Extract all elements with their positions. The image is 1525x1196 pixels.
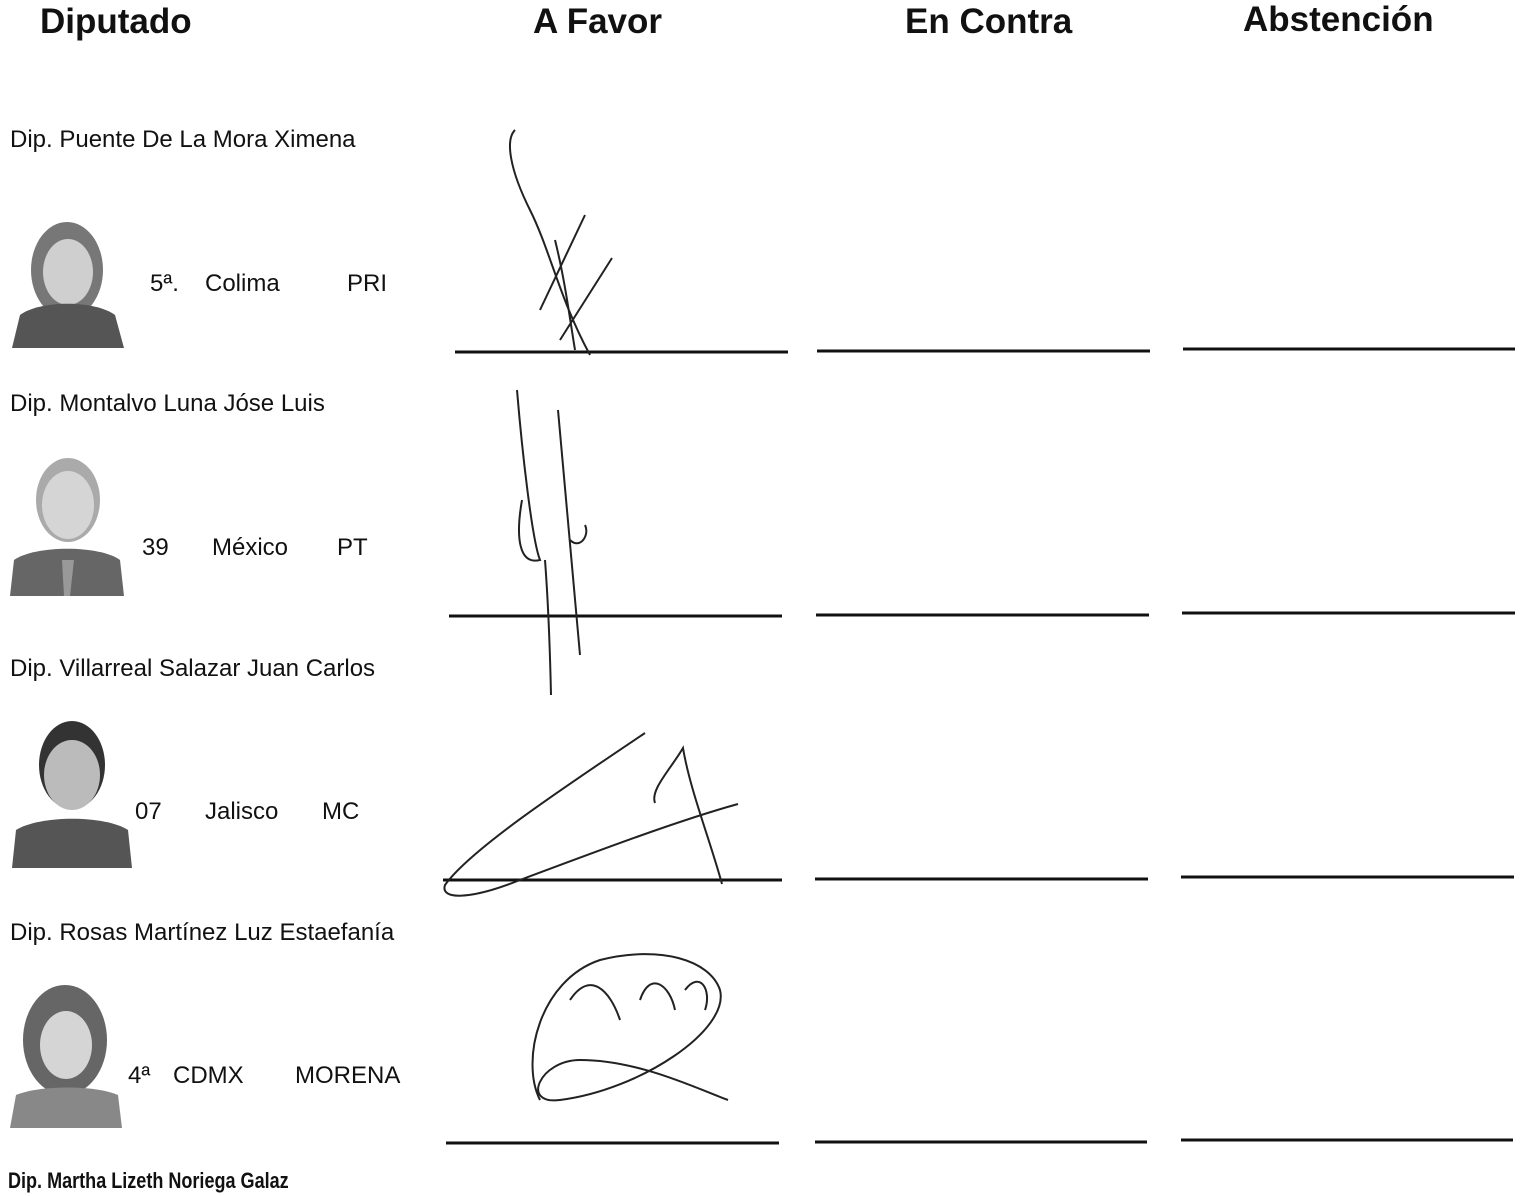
column-header: Abstención xyxy=(1243,0,1434,39)
column-header: Diputado xyxy=(40,2,192,41)
party: PT xyxy=(337,534,368,561)
party: PRI xyxy=(347,270,388,297)
photos xyxy=(10,203,132,1128)
signature-lines xyxy=(443,347,1515,1145)
party: MORENA xyxy=(295,1062,401,1089)
state: México xyxy=(212,534,289,561)
district: 39 xyxy=(142,534,169,561)
photo xyxy=(10,203,124,348)
deputy-name: Dip. Puente De La Mora Ximena xyxy=(10,126,356,153)
party: MC xyxy=(322,798,360,825)
signatures xyxy=(443,129,739,1102)
state: Colima xyxy=(205,270,280,297)
state: CDMX xyxy=(173,1062,244,1089)
photo xyxy=(10,458,124,596)
state: Jalisco xyxy=(205,798,279,825)
deputy-name: Dip. Martha Lizeth Noriega Galaz xyxy=(8,1168,289,1193)
photo xyxy=(12,721,132,868)
column-header: A Favor xyxy=(533,2,663,41)
deputy-name: Dip. Rosas Martínez Luz Estaefanía xyxy=(10,919,395,946)
deputy-name: Dip. Montalvo Luna Jóse Luis xyxy=(10,390,325,417)
deputy-name: Dip. Villarreal Salazar Juan Carlos xyxy=(10,655,376,682)
district: 5ª. xyxy=(150,270,179,297)
district: 4ª xyxy=(128,1062,151,1089)
column-header: En Contra xyxy=(905,2,1073,41)
district: 07 xyxy=(135,798,162,825)
photo xyxy=(10,985,122,1128)
